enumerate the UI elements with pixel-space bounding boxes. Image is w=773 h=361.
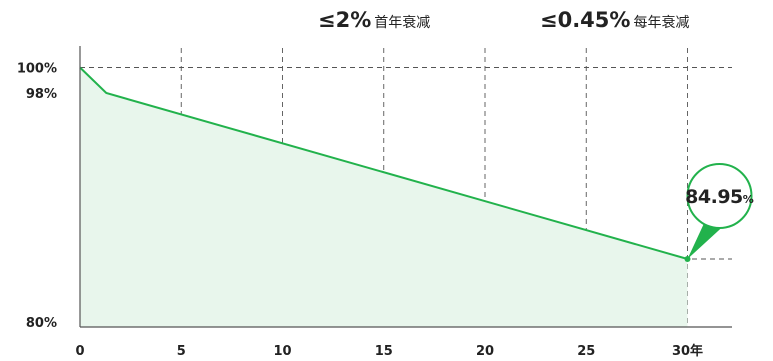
annual-value: ≤0.45% — [540, 8, 631, 32]
x-tick-label: 0 — [75, 344, 84, 359]
x-tick-label: 25 — [577, 344, 595, 359]
first-year-value: ≤2% — [318, 8, 372, 32]
axis-layer — [79, 46, 732, 328]
end-point-marker — [684, 256, 691, 263]
x-tick-labels: 0 5 10 15 20 25 30年 — [75, 343, 703, 359]
x-tick-label: 30年 — [672, 343, 703, 359]
series-line — [79, 66, 688, 260]
callout-bubble — [686, 163, 753, 230]
first-year-caption: 首年衰减 — [374, 15, 431, 31]
marker-layer: 84.95% — [684, 163, 754, 263]
x-tick-label: 10 — [273, 344, 291, 359]
end-value-label: 84.95% — [685, 186, 754, 208]
y-tick-label: 80% — [26, 316, 57, 331]
area-fill — [80, 67, 688, 327]
x-tick-label: 20 — [476, 344, 494, 359]
y-tick-label: 98% — [26, 87, 57, 102]
y-tick-labels: 100% 98% 80% — [17, 62, 57, 332]
x-tick-label: 5 — [177, 344, 186, 359]
first-year-headline: ≤2% 首年衰减 — [318, 8, 430, 32]
y-tick-label: 100% — [17, 62, 57, 77]
annual-caption: 每年衰减 — [633, 15, 690, 31]
x-tick-label: 15 — [375, 344, 393, 359]
annual-headline: ≤0.45% 每年衰减 — [540, 8, 689, 32]
